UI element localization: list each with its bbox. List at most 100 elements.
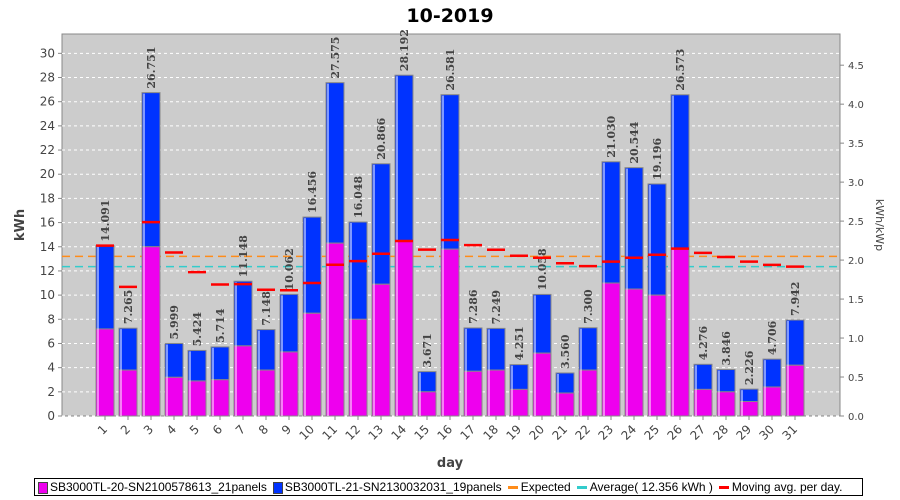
legend-item-inverter-1: SB3000TL-20-SN2100578613_21panels bbox=[38, 480, 267, 494]
y2-tick-label: 1.5 bbox=[848, 295, 864, 306]
bar-inverter-1 bbox=[279, 351, 299, 417]
bar-inverter-1 bbox=[371, 283, 391, 417]
data-label: 7.300 bbox=[582, 289, 595, 324]
data-label: 20.866 bbox=[375, 117, 388, 159]
x-tick-label: 26 bbox=[664, 422, 685, 443]
y2-axis-label: kWh/kWp bbox=[873, 199, 886, 251]
data-label: 28.192 bbox=[398, 29, 411, 71]
x-tick-label: 15 bbox=[411, 422, 432, 443]
x-tick-label: 5 bbox=[187, 422, 202, 437]
bar-inverter-2 bbox=[532, 293, 552, 354]
x-tick-label: 16 bbox=[434, 422, 455, 443]
y2-tick-label: 4.5 bbox=[848, 61, 864, 72]
bar-inverter-2 bbox=[624, 167, 644, 290]
legend-item-moving-avg: Moving avg. per day. bbox=[718, 480, 842, 494]
bar-inverter-2 bbox=[371, 163, 391, 285]
bar-inverter-1 bbox=[440, 248, 460, 417]
y2-tick-label: 3.0 bbox=[848, 178, 864, 189]
bar-inverter-1 bbox=[256, 369, 276, 417]
bar-inverter-2 bbox=[785, 319, 805, 366]
bar-inverter-2 bbox=[95, 245, 115, 330]
x-tick-label: 19 bbox=[503, 422, 524, 443]
y-axis-label: kWh bbox=[13, 209, 28, 241]
y-tick-label: 16 bbox=[40, 216, 55, 230]
bar-inverter-1 bbox=[118, 369, 138, 417]
data-label: 5.424 bbox=[191, 312, 204, 347]
bar-inverter-1 bbox=[187, 380, 207, 417]
bar-inverter-1 bbox=[762, 386, 782, 417]
x-tick-label: 9 bbox=[279, 422, 294, 437]
bar-inverter-2 bbox=[417, 371, 437, 393]
x-tick-label: 31 bbox=[779, 422, 800, 443]
bar-inverter-1 bbox=[210, 379, 230, 417]
y-tick-label: 20 bbox=[40, 167, 55, 181]
bar-inverter-2 bbox=[279, 293, 299, 353]
bar-inverter-1 bbox=[417, 391, 437, 417]
bar-inverter-2 bbox=[578, 327, 598, 371]
legend-item-expected: Expected bbox=[507, 480, 571, 494]
bar-inverter-2 bbox=[509, 364, 529, 390]
bar-inverter-2 bbox=[187, 349, 207, 382]
x-tick-label: 30 bbox=[756, 422, 777, 443]
x-tick-label: 29 bbox=[733, 422, 754, 443]
bar-inverter-1 bbox=[325, 242, 345, 417]
y-tick-label: 8 bbox=[47, 312, 55, 326]
data-label: 16.456 bbox=[306, 171, 319, 213]
bar-inverter-1 bbox=[670, 248, 690, 417]
x-tick-label: 4 bbox=[164, 422, 179, 437]
y2-tick-label: 0.0 bbox=[848, 412, 864, 423]
bar-inverter-1 bbox=[463, 370, 483, 417]
bar-inverter-2 bbox=[716, 369, 736, 393]
bar-inverter-2 bbox=[739, 388, 759, 402]
y-tick-label: 0 bbox=[47, 409, 55, 423]
x-tick-label: 22 bbox=[572, 422, 593, 443]
y-tick-label: 30 bbox=[40, 46, 55, 60]
bar-inverter-1 bbox=[302, 312, 322, 417]
x-tick-label: 18 bbox=[480, 422, 501, 443]
data-label: 4.276 bbox=[697, 326, 710, 361]
bar-inverter-2 bbox=[463, 327, 483, 372]
data-label: 7.249 bbox=[490, 290, 503, 324]
x-tick-label: 8 bbox=[256, 422, 271, 437]
x-tick-label: 3 bbox=[141, 422, 156, 437]
bar-inverter-1 bbox=[394, 240, 414, 417]
y2-tick-label: 1.0 bbox=[848, 334, 864, 345]
x-tick-label: 23 bbox=[595, 422, 616, 443]
x-tick-label: 14 bbox=[388, 422, 409, 443]
bar-inverter-2 bbox=[647, 183, 667, 296]
bar-inverter-2 bbox=[601, 161, 621, 284]
bar-inverter-2 bbox=[486, 327, 506, 371]
data-label: 10.058 bbox=[536, 248, 549, 290]
data-label: 2.226 bbox=[743, 350, 756, 385]
bar-inverter-1 bbox=[624, 288, 644, 417]
y-tick-label: 24 bbox=[40, 119, 55, 133]
data-label: 27.575 bbox=[329, 37, 342, 79]
y-tick-label: 2 bbox=[47, 385, 55, 399]
bar-inverter-2 bbox=[394, 74, 414, 242]
x-tick-label: 27 bbox=[687, 422, 708, 443]
x-tick-label: 25 bbox=[641, 422, 662, 443]
bar-inverter-2 bbox=[440, 94, 460, 250]
x-tick-label: 24 bbox=[618, 422, 639, 443]
y2-tick-label: 2.0 bbox=[848, 256, 864, 267]
bar-inverter-1 bbox=[555, 392, 575, 417]
bar-inverter-2 bbox=[555, 372, 575, 394]
bar-inverter-1 bbox=[601, 282, 621, 417]
bar-inverter-2 bbox=[670, 94, 690, 250]
bar-inverter-2 bbox=[762, 358, 782, 388]
data-label: 5.714 bbox=[214, 308, 227, 343]
data-label: 4.251 bbox=[513, 326, 526, 360]
bar-inverter-2 bbox=[164, 342, 184, 378]
data-label: 21.030 bbox=[605, 115, 618, 157]
data-label: 7.286 bbox=[467, 289, 480, 324]
x-tick-label: 20 bbox=[526, 422, 547, 443]
legend: SB3000TL-20-SN2100578613_21panels SB3000… bbox=[34, 478, 863, 496]
x-tick-label: 7 bbox=[233, 422, 248, 437]
y-tick-label: 14 bbox=[40, 240, 55, 254]
y-tick-label: 22 bbox=[40, 143, 55, 157]
bar-inverter-1 bbox=[647, 294, 667, 417]
bar-inverter-1 bbox=[164, 376, 184, 417]
legend-item-average: Average( 12.356 kWh ) bbox=[576, 480, 713, 494]
